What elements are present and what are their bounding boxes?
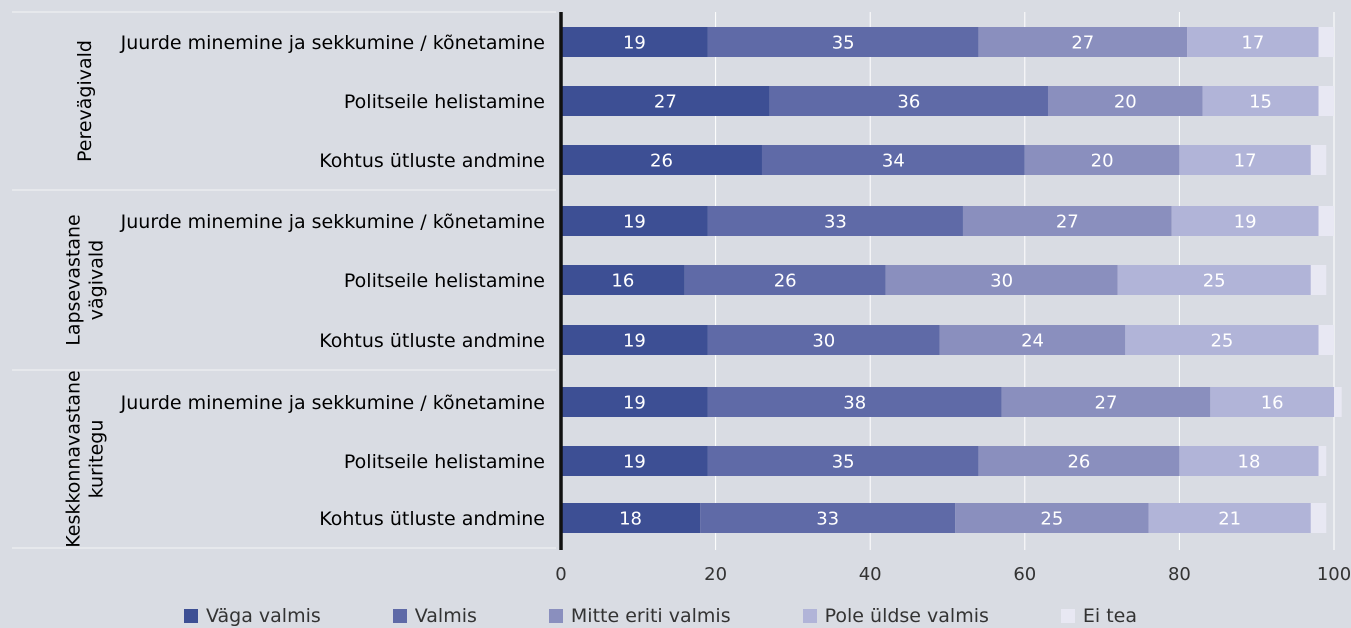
category-label: Juurde minemine ja sekkumine / kõnetamin… (120, 32, 545, 54)
legend-label: Ei tea (1083, 605, 1137, 627)
data-label: 27 (1095, 393, 1118, 414)
category-label: Politseile helistamine (344, 270, 545, 292)
bar-segment (1334, 387, 1342, 417)
data-label: 30 (812, 331, 835, 352)
data-label: 19 (623, 331, 646, 352)
legend-item: Mitte eriti valmis (549, 605, 731, 627)
legend-item: Pole üldse valmis (803, 605, 989, 627)
category-label: Politseile helistamine (344, 451, 545, 473)
x-tick-label: 100 (1317, 564, 1351, 585)
data-label: 35 (832, 33, 855, 54)
legend-swatch (184, 609, 198, 623)
data-label: 18 (1238, 452, 1261, 473)
data-label: 16 (1261, 393, 1284, 414)
group-label: Keskkonnavastane (63, 370, 85, 547)
data-label: 15 (1249, 92, 1272, 113)
data-label: 17 (1241, 33, 1264, 54)
bar-segment (1311, 265, 1326, 295)
data-label: 27 (654, 92, 677, 113)
data-label: 25 (1203, 271, 1226, 292)
group-label: Perevägivald (74, 40, 96, 162)
legend-swatch (1061, 609, 1075, 623)
category-label: Kohtus ütluste andmine (319, 330, 545, 352)
category-label: Kohtus ütluste andmine (319, 150, 545, 172)
data-label: 34 (882, 151, 905, 172)
legend-swatch (393, 609, 407, 623)
data-label: 18 (619, 509, 642, 530)
data-label: 19 (623, 33, 646, 54)
data-label: 16 (611, 271, 634, 292)
data-label: 19 (623, 393, 646, 414)
legend-item: Ei tea (1061, 605, 1137, 627)
x-tick-label: 40 (859, 564, 882, 585)
bar-segment (1311, 145, 1326, 175)
category-label: Juurde minemine ja sekkumine / kõnetamin… (120, 392, 545, 414)
bar-segment (1311, 503, 1326, 533)
data-label: 19 (1234, 212, 1257, 233)
legend-label: Mitte eriti valmis (571, 605, 731, 627)
data-label: 36 (897, 92, 920, 113)
x-tick-label: 0 (555, 564, 566, 585)
data-label: 27 (1071, 33, 1094, 54)
legend-item: Väga valmis (184, 605, 321, 627)
category-label: Politseile helistamine (344, 91, 545, 113)
x-tick-label: 20 (704, 564, 727, 585)
bar-segment (1319, 206, 1334, 236)
data-label: 26 (1067, 452, 1090, 473)
data-label: 38 (843, 393, 866, 414)
data-label: 25 (1210, 331, 1233, 352)
x-tick-label: 80 (1168, 564, 1191, 585)
legend-label: Pole üldse valmis (825, 605, 989, 627)
legend-label: Valmis (415, 605, 477, 627)
data-label: 20 (1114, 92, 1137, 113)
data-label: 33 (816, 509, 839, 530)
data-label: 26 (650, 151, 673, 172)
data-label: 19 (623, 212, 646, 233)
group-label: Lapsevastane (63, 214, 85, 346)
legend-item: Valmis (393, 605, 477, 627)
legend-swatch (549, 609, 563, 623)
bar-segment (1319, 446, 1327, 476)
bar-segment (1319, 27, 1334, 57)
category-label: Juurde minemine ja sekkumine / kõnetamin… (120, 211, 545, 233)
group-label: kuritegu (86, 420, 108, 499)
legend-swatch (803, 609, 817, 623)
data-label: 20 (1091, 151, 1114, 172)
category-label: Kohtus ütluste andmine (319, 508, 545, 530)
data-label: 26 (774, 271, 797, 292)
data-label: 30 (990, 271, 1013, 292)
legend-label: Väga valmis (206, 605, 321, 627)
x-tick-label: 60 (1013, 564, 1036, 585)
data-label: 35 (832, 452, 855, 473)
data-label: 21 (1218, 509, 1241, 530)
data-label: 33 (824, 212, 847, 233)
data-label: 24 (1021, 331, 1044, 352)
group-label: vägivald (86, 240, 108, 320)
data-label: 17 (1234, 151, 1257, 172)
data-label: 27 (1056, 212, 1079, 233)
bar-segment (1319, 86, 1334, 116)
data-label: 19 (623, 452, 646, 473)
bar-segment (1319, 325, 1334, 355)
chart-legend: Väga valmis Valmis Mitte eriti valmis Pole … (184, 604, 1137, 628)
data-label: 25 (1040, 509, 1063, 530)
